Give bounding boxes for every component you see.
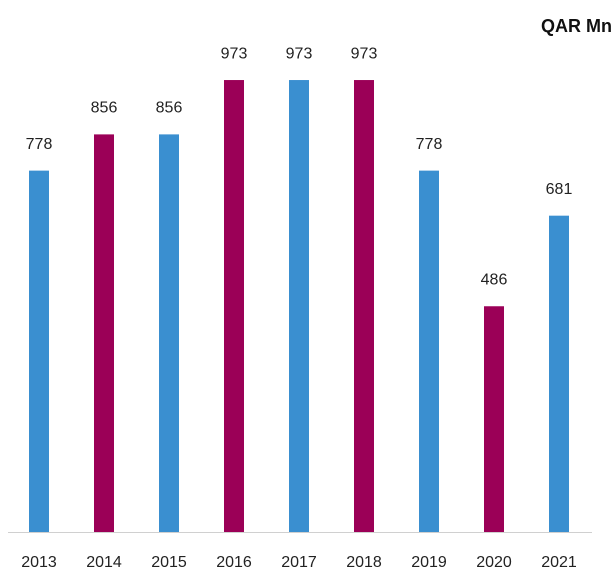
bar [354, 80, 374, 532]
bar [224, 80, 244, 532]
data-label: 973 [351, 45, 378, 62]
x-tick-label: 2019 [411, 554, 447, 571]
x-tick-label: 2016 [216, 554, 252, 571]
data-label: 856 [156, 100, 183, 117]
data-label: 681 [546, 181, 573, 198]
data-label: 778 [416, 136, 443, 153]
bar [484, 306, 504, 532]
data-label: 973 [286, 45, 313, 62]
data-label: 486 [481, 271, 508, 288]
bar [549, 215, 569, 532]
x-tick-label: 2018 [346, 554, 382, 571]
x-tick-label: 2017 [281, 554, 317, 571]
bar [289, 80, 309, 532]
bar [159, 134, 179, 532]
x-tick-label: 2014 [86, 554, 122, 571]
bar [419, 170, 439, 532]
x-tick-label: 2013 [21, 554, 57, 571]
x-tick-label: 2020 [476, 554, 512, 571]
x-tick-label: 2015 [151, 554, 187, 571]
chart-title: QAR Mn [541, 16, 612, 36]
data-label: 856 [91, 100, 118, 117]
x-tick-label: 2021 [541, 554, 577, 571]
data-label: 973 [221, 45, 248, 62]
data-label: 778 [26, 136, 53, 153]
bar [94, 134, 114, 532]
bar [29, 170, 49, 532]
